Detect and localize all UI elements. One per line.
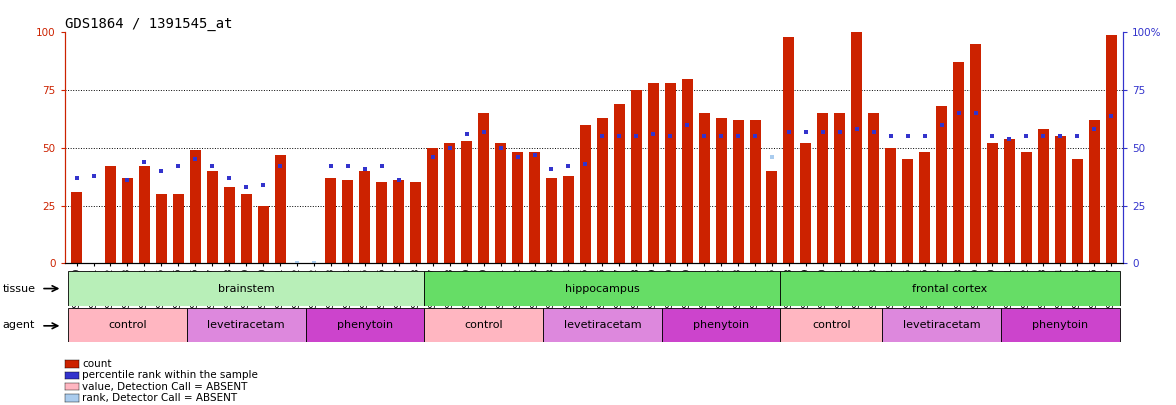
Bar	[173, 194, 183, 263]
Bar	[1021, 152, 1031, 263]
Bar	[801, 143, 811, 263]
Bar	[1055, 136, 1065, 263]
Bar	[902, 160, 914, 263]
Bar	[882, 308, 1001, 342]
Bar	[342, 180, 354, 263]
Text: rank, Detector Call = ABSENT: rank, Detector Call = ABSENT	[82, 393, 238, 403]
Text: value, Detection Call = ABSENT: value, Detection Call = ABSENT	[82, 382, 248, 392]
Text: control: control	[108, 320, 147, 330]
Bar	[580, 125, 590, 263]
Bar	[360, 171, 370, 263]
Bar	[699, 113, 709, 263]
Text: phenytoin: phenytoin	[336, 320, 393, 330]
Bar	[189, 150, 201, 263]
Text: phenytoin: phenytoin	[693, 320, 749, 330]
Bar	[936, 106, 947, 263]
Bar	[410, 182, 421, 263]
Bar	[953, 62, 964, 263]
Bar	[817, 113, 828, 263]
Text: count: count	[82, 359, 112, 369]
Bar	[597, 118, 608, 263]
Text: levetiracetam: levetiracetam	[903, 320, 981, 330]
Bar	[1004, 139, 1015, 263]
Bar	[749, 120, 761, 263]
Bar	[105, 166, 116, 263]
Bar	[139, 166, 149, 263]
Bar	[834, 113, 846, 263]
Bar	[512, 152, 523, 263]
Bar	[495, 143, 506, 263]
Text: percentile rank within the sample: percentile rank within the sample	[82, 371, 259, 380]
Bar	[781, 308, 882, 342]
Bar	[1105, 35, 1117, 263]
Text: GDS1864 / 1391545_at: GDS1864 / 1391545_at	[65, 17, 232, 31]
Bar	[662, 308, 781, 342]
Bar	[546, 178, 557, 263]
Bar	[241, 194, 252, 263]
Bar	[258, 206, 268, 263]
Text: control: control	[813, 320, 850, 330]
Bar	[445, 143, 455, 263]
Bar	[425, 308, 543, 342]
Bar	[427, 148, 439, 263]
Bar	[223, 187, 235, 263]
Bar	[479, 113, 489, 263]
Bar	[71, 192, 82, 263]
Bar	[781, 271, 1120, 306]
Bar	[682, 79, 693, 263]
Bar	[461, 141, 473, 263]
Text: hippocampus: hippocampus	[564, 284, 640, 294]
Bar	[207, 171, 218, 263]
Bar	[733, 120, 743, 263]
Text: agent: agent	[2, 320, 35, 330]
Bar	[529, 152, 540, 263]
Bar	[156, 194, 167, 263]
Bar	[868, 113, 880, 263]
Bar	[783, 37, 795, 263]
Bar	[1089, 120, 1100, 263]
Text: frontal cortex: frontal cortex	[913, 284, 988, 294]
Bar	[1001, 308, 1120, 342]
Text: control: control	[465, 320, 503, 330]
Bar	[543, 308, 662, 342]
Bar	[274, 155, 286, 263]
Bar	[563, 175, 574, 263]
Text: brainstem: brainstem	[218, 284, 274, 294]
Bar	[376, 182, 387, 263]
Bar	[664, 83, 676, 263]
Bar	[970, 44, 981, 263]
Text: levetiracetam: levetiracetam	[207, 320, 285, 330]
Bar	[393, 180, 405, 263]
Bar	[987, 143, 998, 263]
Bar	[326, 178, 336, 263]
Bar	[306, 308, 425, 342]
Bar	[648, 83, 659, 263]
Text: tissue: tissue	[2, 284, 35, 294]
Text: levetiracetam: levetiracetam	[563, 320, 641, 330]
Bar	[715, 118, 727, 263]
Bar	[767, 171, 777, 263]
Text: phenytoin: phenytoin	[1033, 320, 1088, 330]
Bar	[630, 90, 642, 263]
Bar	[187, 308, 306, 342]
Bar	[122, 178, 133, 263]
Bar	[886, 148, 896, 263]
Bar	[851, 23, 862, 263]
Bar	[68, 308, 187, 342]
Bar	[1038, 129, 1049, 263]
Bar	[614, 104, 624, 263]
Bar	[1071, 160, 1083, 263]
Bar	[68, 271, 425, 306]
Bar	[425, 271, 781, 306]
Bar	[920, 152, 930, 263]
